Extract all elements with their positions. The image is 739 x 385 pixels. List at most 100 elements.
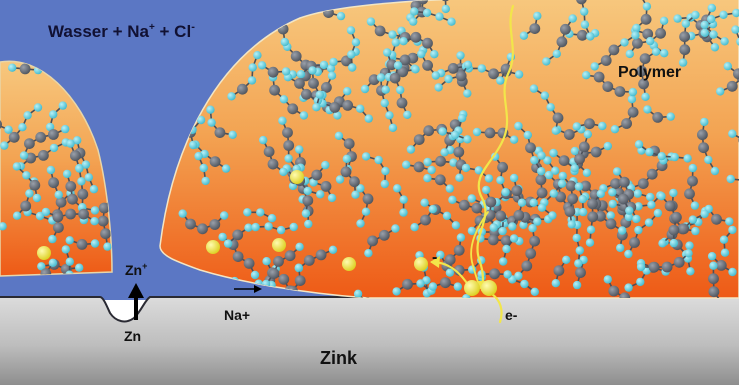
atom-light — [333, 111, 342, 120]
zink-label: Zink — [320, 348, 358, 368]
atom-light — [264, 222, 273, 231]
atom-dark — [24, 138, 35, 150]
atom-light — [445, 184, 454, 193]
atom-light — [329, 57, 338, 67]
atom-light — [304, 219, 313, 229]
molecule-bond — [262, 139, 284, 173]
atom-light — [199, 163, 208, 173]
atom-light — [700, 28, 709, 37]
atom-light — [540, 91, 549, 100]
atom-dark — [76, 239, 88, 250]
atom-light — [688, 215, 698, 224]
atom-dark — [444, 254, 456, 266]
atom-dark — [185, 218, 196, 230]
atom-light — [558, 171, 567, 181]
zinc-substrate — [0, 297, 739, 385]
atom-light — [449, 158, 458, 167]
atom-light — [309, 178, 318, 187]
atom-dark — [536, 187, 548, 199]
atom-light — [221, 164, 231, 173]
atom-dark — [627, 106, 639, 118]
atom-light — [22, 171, 31, 180]
molecule-bond — [367, 227, 396, 254]
atom-light — [728, 267, 737, 277]
atom-light — [728, 129, 737, 138]
atom-light — [453, 282, 462, 291]
atom-light — [641, 92, 650, 102]
atom-dark — [525, 248, 537, 259]
atom-light — [533, 11, 542, 21]
atom-light — [431, 71, 440, 80]
atom-light — [383, 48, 392, 57]
atom-light — [720, 248, 730, 257]
atom-light — [509, 234, 519, 243]
atom-light — [657, 192, 666, 201]
atom-dark — [342, 100, 354, 111]
atom-dark — [575, 267, 586, 278]
atom-light — [346, 26, 356, 35]
atom-dark — [440, 277, 451, 289]
atom-light — [189, 140, 198, 150]
atom-dark — [341, 55, 352, 67]
atom-dark — [232, 251, 244, 262]
atom-light — [281, 67, 291, 76]
electron-transfer-arrowhead — [430, 256, 440, 268]
atom-light — [321, 160, 330, 170]
atom-light — [636, 262, 646, 272]
atom-light — [669, 238, 678, 248]
atom-light — [517, 198, 527, 207]
atom-light — [657, 152, 666, 161]
atom-light — [284, 154, 293, 163]
atom-dark — [529, 235, 540, 247]
atom-light — [19, 151, 29, 160]
atom-dark — [715, 260, 727, 271]
atom-light — [691, 226, 700, 236]
atom-light — [498, 226, 507, 236]
atom-light — [608, 199, 617, 209]
atom-dark — [679, 44, 691, 56]
atom-light — [32, 193, 42, 203]
atom-dark — [605, 218, 617, 230]
atom-light — [35, 211, 45, 221]
atom-dark — [564, 206, 576, 217]
atom-light — [251, 222, 260, 232]
atom-dark — [397, 66, 409, 78]
molecule-bond — [396, 282, 432, 293]
atom-light — [548, 211, 557, 220]
atom-light — [327, 193, 337, 203]
ion-sphere — [290, 170, 304, 184]
molecule-bond — [359, 187, 369, 224]
atom-light — [294, 263, 303, 272]
atom-dark — [535, 174, 547, 186]
atom-light — [276, 225, 286, 235]
atom-dark — [646, 168, 658, 180]
atom-dark — [497, 161, 508, 173]
atom-light — [207, 118, 216, 127]
atom-light — [447, 17, 456, 26]
atom-dark — [389, 72, 401, 84]
ion-sphere — [206, 240, 220, 254]
atom-dark — [664, 200, 676, 212]
molecule-bond — [298, 249, 334, 269]
atom-light — [391, 224, 400, 233]
atom-dark — [308, 77, 319, 89]
atom-light — [402, 160, 411, 169]
atom-dark — [243, 258, 255, 269]
atom-light — [351, 38, 361, 47]
atom-light — [206, 105, 215, 114]
atom-light — [380, 179, 389, 189]
atom-light — [670, 152, 679, 162]
atom-dark — [618, 193, 629, 205]
solution-label-sup: + — [149, 22, 155, 33]
atom-light — [450, 130, 460, 140]
atom-dark — [65, 181, 77, 192]
molecule-bond — [494, 156, 507, 193]
atom-light — [361, 207, 371, 216]
atom-light — [634, 225, 643, 235]
atom-light — [666, 112, 675, 121]
atom-dark — [321, 82, 332, 93]
atom-light — [544, 170, 554, 180]
molecule-bond — [350, 29, 357, 68]
atom-light — [103, 242, 112, 251]
